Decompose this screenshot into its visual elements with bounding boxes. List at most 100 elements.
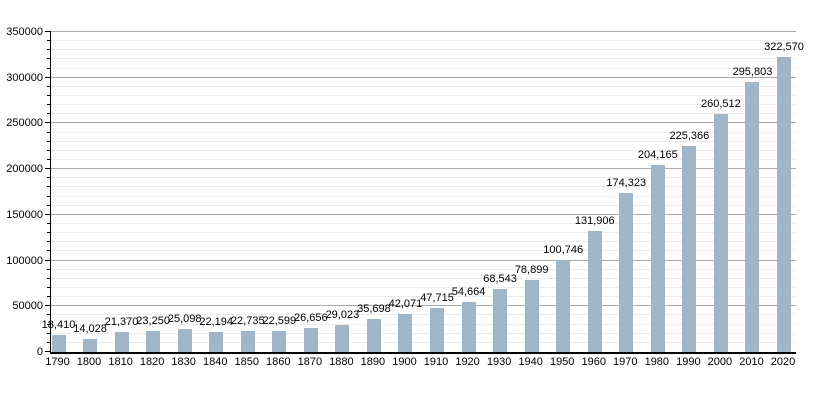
grid-line-major bbox=[51, 76, 796, 78]
y-axis-tick bbox=[47, 250, 51, 252]
y-axis-tick bbox=[47, 241, 51, 243]
y-axis-tick bbox=[47, 277, 51, 279]
x-axis-label: 1840 bbox=[202, 356, 228, 368]
y-axis-tick bbox=[45, 213, 51, 215]
bar-value-label: 68,543 bbox=[483, 273, 517, 286]
bar-value-label: 22,735 bbox=[230, 315, 265, 328]
bar-1860 bbox=[272, 331, 287, 352]
y-axis-tick bbox=[47, 95, 51, 96]
y-axis-label: 350000 bbox=[6, 26, 43, 38]
y-axis-tick bbox=[47, 232, 51, 234]
y-axis-tick bbox=[47, 323, 51, 325]
bar-value-label: 18,410 bbox=[41, 319, 76, 332]
grid-line-minor bbox=[51, 104, 796, 106]
bar-1880 bbox=[335, 325, 350, 352]
grid-line-minor bbox=[51, 49, 796, 51]
y-axis-tick bbox=[47, 159, 51, 160]
y-axis-tick bbox=[45, 351, 51, 352]
y-axis-tick bbox=[47, 341, 51, 343]
y-axis-tick bbox=[45, 305, 51, 307]
bar-1900 bbox=[398, 313, 413, 352]
x-axis-label: 1830 bbox=[171, 356, 196, 368]
bar-1800 bbox=[83, 339, 98, 352]
y-axis-tick bbox=[47, 177, 51, 179]
bar-value-label: 29,023 bbox=[325, 309, 360, 322]
x-axis-label: 1940 bbox=[518, 356, 543, 368]
bar-2000 bbox=[713, 113, 728, 352]
y-axis-tick bbox=[47, 49, 51, 51]
y-axis-label: 50000 bbox=[12, 300, 43, 313]
x-axis-label: 1890 bbox=[360, 356, 386, 368]
y-axis-tick bbox=[47, 223, 51, 224]
x-axis-label: 2000 bbox=[707, 356, 733, 368]
x-axis-label: 1800 bbox=[76, 356, 102, 368]
bar-1840 bbox=[209, 331, 224, 352]
bar-1940 bbox=[524, 279, 539, 352]
x-axis-label: 1930 bbox=[486, 356, 512, 368]
x-axis-label: 2020 bbox=[770, 356, 796, 368]
y-axis-tick bbox=[47, 113, 51, 115]
bar-value-label: 131,906 bbox=[574, 215, 615, 228]
x-axis-label: 1980 bbox=[644, 356, 670, 368]
x-axis-label: 1850 bbox=[234, 356, 259, 368]
bar-1810 bbox=[114, 332, 129, 352]
x-axis-label: 2010 bbox=[739, 356, 764, 368]
y-axis-tick bbox=[45, 76, 51, 78]
y-axis-tick bbox=[45, 122, 51, 124]
y-axis-tick bbox=[47, 195, 51, 197]
plot-area: 18,410 14,028 21,370 23,250 25,098 22,194 22,7… bbox=[42, 31, 804, 354]
y-axis-label: 100000 bbox=[6, 254, 43, 267]
grid-line-minor bbox=[51, 40, 796, 42]
x-axis-label: 1970 bbox=[613, 356, 638, 368]
x-axis-label: 1990 bbox=[676, 356, 701, 368]
grid-line-major bbox=[51, 122, 796, 124]
grid-line-minor bbox=[51, 58, 796, 60]
bar-1920 bbox=[461, 302, 476, 352]
bar-value-label: 100,746 bbox=[543, 243, 584, 256]
y-axis-tick bbox=[47, 186, 51, 188]
bar-1950 bbox=[556, 259, 571, 352]
bar-1820 bbox=[146, 330, 161, 352]
y-axis-label: 150000 bbox=[6, 208, 43, 221]
y-axis-tick bbox=[47, 58, 51, 60]
grid-line-minor bbox=[51, 67, 796, 69]
bar-1850 bbox=[240, 331, 255, 352]
y-axis-label: 250000 bbox=[6, 117, 43, 130]
bar-value-label: 54,664 bbox=[451, 286, 486, 299]
bar-value-label: 47,715 bbox=[420, 292, 454, 305]
bar-value-label: 14,028 bbox=[73, 323, 107, 336]
y-axis-tick bbox=[47, 104, 51, 106]
grid-line-minor bbox=[51, 113, 796, 115]
bar-1790 bbox=[51, 335, 66, 352]
x-axis-label: 1820 bbox=[139, 356, 165, 368]
bar-1870 bbox=[303, 327, 318, 352]
bar-1990 bbox=[682, 145, 697, 352]
bar-value-label: 42,071 bbox=[388, 297, 423, 310]
bar-1890 bbox=[366, 319, 381, 352]
x-axis-label: 1870 bbox=[297, 356, 323, 368]
y-axis-label: 0 bbox=[36, 346, 43, 358]
bar-1970 bbox=[619, 192, 634, 352]
bar-1830 bbox=[177, 329, 192, 352]
y-axis-tick bbox=[45, 31, 51, 32]
y-axis-tick bbox=[47, 268, 51, 270]
bar-value-label: 204,165 bbox=[637, 149, 678, 162]
y-axis-tick bbox=[47, 140, 51, 142]
bar-value-label: 260,512 bbox=[701, 97, 741, 110]
y-axis-tick bbox=[47, 314, 51, 316]
bar-1960 bbox=[587, 231, 602, 352]
bar-value-label: 78,899 bbox=[514, 263, 549, 276]
y-axis-tick bbox=[47, 85, 51, 87]
grid-line-major bbox=[51, 31, 796, 32]
x-axis-label: 1880 bbox=[329, 356, 354, 368]
bar-value-label: 26,656 bbox=[294, 311, 328, 324]
grid-line-minor bbox=[51, 95, 796, 96]
grid-line-minor bbox=[51, 85, 796, 87]
x-axis-label: 1860 bbox=[266, 356, 291, 368]
x-axis-label: 1950 bbox=[549, 356, 575, 368]
x-axis-label: 1790 bbox=[45, 356, 70, 368]
bar-value-label: 295,803 bbox=[732, 65, 773, 78]
y-axis-tick bbox=[47, 287, 51, 288]
